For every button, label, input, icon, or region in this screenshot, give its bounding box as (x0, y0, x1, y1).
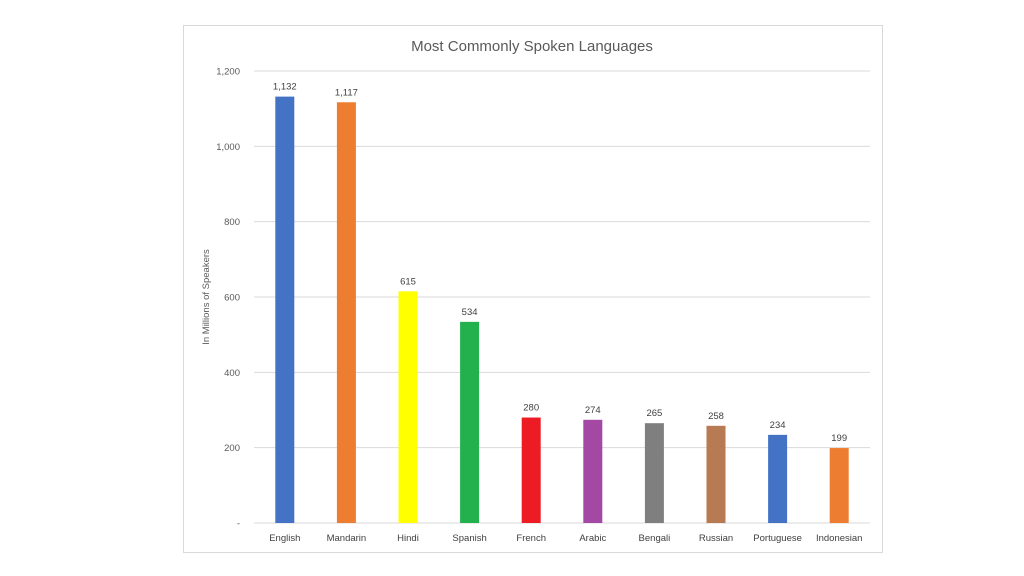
y-tick-labels: - 200 400 600 800 1,000 1,200 (216, 67, 240, 530)
y-tick-label: 1,200 (216, 67, 240, 78)
chart-title: Most Commonly Spoken Languages (411, 38, 653, 55)
data-label: 1,132 (273, 82, 297, 93)
bars (275, 96, 849, 523)
x-tick-label: Portuguese (753, 533, 802, 544)
y-tick-label: - (237, 519, 240, 530)
bar (460, 321, 480, 523)
data-label: 534 (462, 307, 478, 318)
x-tick-label: Mandarin (327, 533, 367, 544)
bar (336, 102, 356, 523)
data-label: 280 (523, 403, 539, 414)
bar (706, 425, 726, 523)
bar (521, 417, 541, 523)
x-tick-label: Hindi (397, 533, 419, 544)
bar (583, 419, 603, 523)
x-tick-label: Bengali (639, 533, 671, 544)
y-tick-label: 800 (224, 217, 240, 228)
y-axis-label: In Millions of Speakers (201, 249, 212, 345)
y-tick-label: 600 (224, 293, 240, 304)
x-tick-label: English (269, 533, 300, 544)
bar (644, 423, 664, 523)
y-tick-label: 200 (224, 443, 240, 454)
bar (275, 96, 295, 523)
gridlines (254, 70, 870, 524)
bar (768, 434, 788, 523)
data-labels: 1,132 1,117 615 534 280 274 265 258 234 199 (273, 82, 847, 444)
x-tick-label: Spanish (452, 533, 486, 544)
data-label: 199 (831, 433, 847, 444)
y-tick-label: 1,000 (216, 142, 240, 153)
data-label: 274 (585, 405, 601, 416)
x-tick-label: Arabic (579, 533, 606, 544)
x-tick-labels: English Mandarin Hindi Spanish French Arabic B… (269, 533, 862, 544)
x-tick-label: Russian (699, 533, 733, 544)
data-label: 265 (646, 408, 662, 419)
data-label: 234 (770, 420, 786, 431)
bar (829, 448, 849, 523)
x-tick-label: Indonesian (816, 533, 862, 544)
data-label: 1,117 (335, 87, 358, 98)
data-label: 258 (708, 411, 724, 422)
bar (398, 291, 418, 523)
y-tick-label: 400 (224, 368, 240, 379)
data-label: 615 (400, 276, 416, 287)
x-tick-label: French (516, 533, 546, 544)
